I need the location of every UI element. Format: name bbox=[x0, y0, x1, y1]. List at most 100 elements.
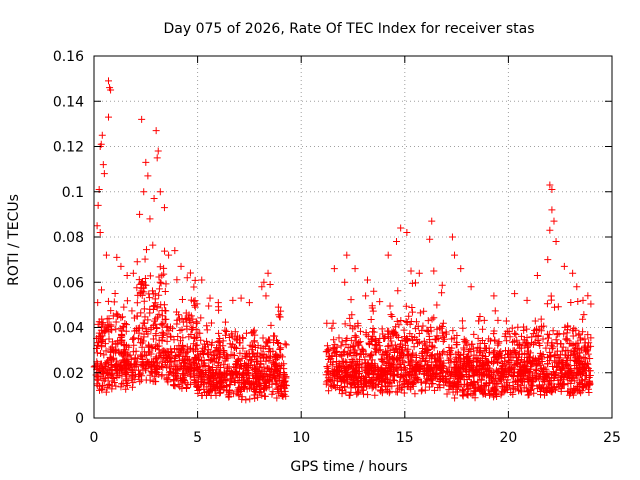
data-point bbox=[145, 294, 153, 302]
data-point bbox=[575, 330, 583, 338]
data-point bbox=[364, 360, 372, 368]
data-point bbox=[234, 358, 242, 366]
data-point bbox=[112, 362, 120, 370]
data-point bbox=[407, 365, 415, 373]
data-point bbox=[133, 258, 141, 266]
data-point bbox=[370, 363, 378, 371]
data-point bbox=[491, 307, 499, 315]
data-point bbox=[164, 378, 172, 386]
data-point bbox=[107, 307, 115, 315]
data-point bbox=[508, 324, 516, 332]
data-point bbox=[384, 251, 392, 259]
data-point bbox=[142, 325, 150, 333]
data-point bbox=[325, 387, 333, 395]
x-tick-label: 0 bbox=[90, 430, 99, 446]
data-point bbox=[576, 358, 584, 366]
data-point bbox=[426, 376, 434, 384]
data-point bbox=[549, 343, 557, 351]
data-point bbox=[221, 318, 229, 326]
data-point bbox=[99, 319, 107, 327]
data-point bbox=[559, 381, 567, 389]
data-point bbox=[426, 338, 434, 346]
data-point bbox=[152, 353, 160, 361]
data-point bbox=[195, 366, 203, 374]
data-point bbox=[518, 378, 526, 386]
data-point bbox=[146, 215, 154, 223]
data-point bbox=[162, 280, 170, 288]
data-point bbox=[158, 271, 166, 279]
data-point bbox=[211, 352, 219, 360]
data-point bbox=[395, 384, 403, 392]
data-point bbox=[176, 383, 184, 391]
data-point bbox=[176, 348, 184, 356]
data-point bbox=[122, 385, 130, 393]
data-point bbox=[102, 347, 110, 355]
data-point bbox=[346, 358, 354, 366]
data-point bbox=[181, 362, 189, 370]
data-point bbox=[428, 315, 436, 323]
data-point bbox=[123, 271, 131, 279]
data-point bbox=[520, 326, 528, 334]
data-point bbox=[236, 364, 244, 372]
data-point bbox=[165, 327, 173, 335]
data-point bbox=[452, 363, 460, 371]
data-point bbox=[279, 374, 287, 382]
data-point bbox=[150, 195, 158, 203]
data-point bbox=[459, 392, 467, 400]
data-point bbox=[445, 386, 453, 394]
data-point bbox=[186, 372, 194, 380]
data-point bbox=[516, 370, 524, 378]
data-point bbox=[439, 349, 447, 357]
data-point bbox=[389, 327, 397, 335]
data-point bbox=[511, 290, 519, 298]
data-point bbox=[161, 247, 169, 255]
data-point bbox=[264, 269, 272, 277]
data-point bbox=[268, 373, 276, 381]
data-point bbox=[187, 296, 195, 304]
y-tick-label: 0.12 bbox=[53, 140, 84, 156]
data-point bbox=[351, 360, 359, 368]
data-point bbox=[414, 339, 422, 347]
data-point bbox=[565, 369, 573, 377]
data-point bbox=[549, 327, 557, 335]
data-point bbox=[132, 347, 140, 355]
data-point bbox=[252, 374, 260, 382]
data-point bbox=[250, 337, 258, 345]
data-point bbox=[161, 316, 169, 324]
data-point bbox=[542, 344, 550, 352]
data-point bbox=[265, 365, 273, 373]
data-point bbox=[106, 370, 114, 378]
data-point bbox=[527, 339, 535, 347]
data-point bbox=[563, 329, 571, 337]
data-point bbox=[247, 381, 255, 389]
data-point bbox=[93, 373, 101, 381]
data-point bbox=[218, 382, 226, 390]
data-point bbox=[136, 290, 144, 298]
data-point bbox=[145, 361, 153, 369]
data-point bbox=[464, 380, 472, 388]
data-point bbox=[584, 344, 592, 352]
data-point bbox=[457, 357, 465, 365]
data-point bbox=[513, 336, 521, 344]
data-point bbox=[535, 356, 543, 364]
data-point bbox=[491, 336, 499, 344]
data-point bbox=[341, 278, 349, 286]
data-point bbox=[458, 372, 466, 380]
data-point bbox=[556, 382, 564, 390]
data-point bbox=[482, 381, 490, 389]
data-point bbox=[366, 367, 374, 375]
data-point bbox=[437, 324, 445, 332]
data-point bbox=[242, 329, 250, 337]
data-point bbox=[362, 292, 370, 300]
data-point bbox=[269, 388, 277, 396]
data-point bbox=[351, 333, 359, 341]
data-point bbox=[94, 299, 102, 307]
data-point bbox=[216, 334, 224, 342]
data-point bbox=[171, 357, 179, 365]
data-point bbox=[139, 337, 147, 345]
data-point bbox=[194, 364, 202, 372]
data-point bbox=[523, 296, 531, 304]
data-point bbox=[327, 381, 335, 389]
data-point bbox=[211, 387, 219, 395]
data-point bbox=[458, 317, 466, 325]
